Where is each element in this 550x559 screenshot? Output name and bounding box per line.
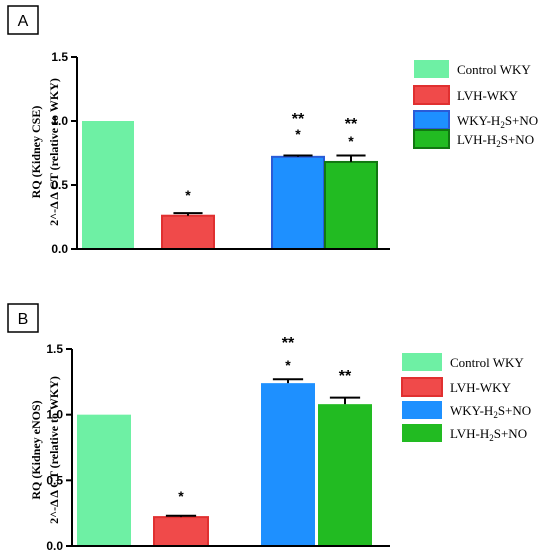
legend-label-3: LVH-H2S+NO xyxy=(450,426,527,443)
error-bar-3 xyxy=(336,154,366,162)
chart-panel-A: A*******0.00.51.01.5RQ (Kidney CSE) 2^-Δ … xyxy=(7,5,538,256)
panel-letter-box xyxy=(7,5,39,35)
legend-label-2: WKY-H2S+NO xyxy=(457,113,538,130)
y-tick-label: 0.0 xyxy=(46,539,63,553)
error-bar-2 xyxy=(283,154,313,157)
bar-2 xyxy=(271,155,325,250)
error-bar-3 xyxy=(329,396,361,405)
legend-swatch-1 xyxy=(401,377,443,397)
y-axis-label-line2: 2^-Δ Δ CT (relative to WKY) xyxy=(47,376,61,524)
legend-label-2: WKY-H2S+NO xyxy=(450,403,531,420)
error-bar-1 xyxy=(173,212,203,216)
error-bar-1 xyxy=(165,514,197,518)
significance-top-3: ** xyxy=(339,368,352,385)
legend-swatch-3 xyxy=(402,424,442,442)
legend-swatch-0 xyxy=(402,353,442,371)
legend-swatch-2 xyxy=(413,110,450,130)
bar-0 xyxy=(82,121,134,249)
bar-2 xyxy=(261,383,315,546)
y-tick-label: 1.5 xyxy=(46,342,63,356)
legend-swatch-0 xyxy=(414,60,449,78)
legend-swatch-1 xyxy=(413,85,450,105)
bar-0 xyxy=(77,414,131,546)
legend-swatch-2 xyxy=(402,401,442,419)
chart-panel-B: B******0.00.51.01.5RQ (Kidney eNOS) 2^-Δ … xyxy=(7,303,531,553)
panel-letter: A xyxy=(18,13,29,30)
y-tick-label: 0.0 xyxy=(51,242,68,256)
significance-top-3: ** xyxy=(345,116,358,133)
significance-bottom-2: * xyxy=(295,126,301,142)
bar-3 xyxy=(318,404,372,546)
error-bar-2 xyxy=(272,378,304,384)
y-tick-label: 1.0 xyxy=(46,408,63,422)
legend-label-0: Control WKY xyxy=(450,355,524,370)
significance-top-2: ** xyxy=(292,111,305,128)
significance-bottom-3: * xyxy=(348,133,354,149)
legend-label-1: LVH-WKY xyxy=(450,380,512,395)
bar-1 xyxy=(153,516,209,548)
legend-label-1: LVH-WKY xyxy=(457,88,519,103)
panel-letter-box xyxy=(7,303,39,333)
significance-bottom-1: * xyxy=(185,187,191,203)
significance-bottom-2: * xyxy=(285,357,291,373)
y-axis-label-line2: 2^-Δ Δ CT (relative to WKY) xyxy=(47,78,61,226)
significance-bottom-1: * xyxy=(178,488,184,504)
y-axis-label-line1: RQ (Kidney eNOS) xyxy=(29,400,43,499)
legend-label-0: Control WKY xyxy=(457,62,531,77)
y-axis-label-line1: RQ (Kidney CSE) xyxy=(29,106,43,199)
significance-top-2: ** xyxy=(282,335,295,352)
y-tick-label: 0.5 xyxy=(46,473,63,487)
legend-swatch-3 xyxy=(413,129,450,149)
bar-3 xyxy=(324,160,378,251)
y-tick-label: 1.5 xyxy=(51,50,68,64)
bar-1 xyxy=(161,214,215,250)
y-tick-label: 1.0 xyxy=(51,114,68,128)
panel-letter: B xyxy=(18,311,29,328)
y-tick-label: 0.5 xyxy=(51,178,68,192)
legend-label-3: LVH-H2S+NO xyxy=(457,132,534,149)
